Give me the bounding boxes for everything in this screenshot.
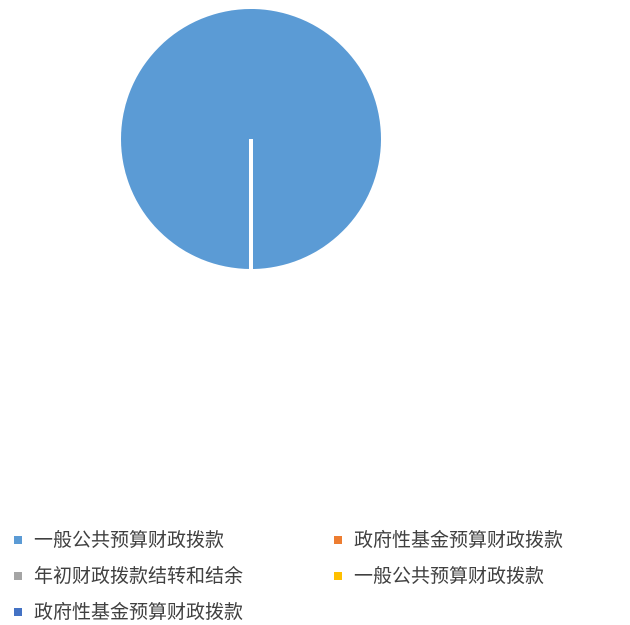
legend-item: 政府性基金预算财政拨款: [334, 528, 563, 552]
legend-item: 年初财政拨款结转和结余: [14, 564, 243, 588]
legend-item: 政府性基金预算财政拨款: [14, 600, 243, 624]
legend-label: 政府性基金预算财政拨款: [34, 601, 244, 623]
legend-item: 一般公共预算财政拨款: [14, 528, 224, 552]
legend-label: 政府性基金预算财政拨款: [354, 529, 564, 551]
legend-label: 一般公共预算财政拨款: [34, 529, 225, 551]
legend-swatch: [14, 608, 22, 616]
legend-swatch: [334, 536, 342, 544]
legend-label: 年初财政拨款结转和结余: [34, 565, 244, 587]
legend-label: 一般公共预算财政拨款: [354, 565, 545, 587]
legend-swatch: [14, 536, 22, 544]
legend-item: 一般公共预算财政拨款: [334, 564, 544, 588]
legend-swatch: [14, 572, 22, 580]
legend-swatch: [334, 572, 342, 580]
